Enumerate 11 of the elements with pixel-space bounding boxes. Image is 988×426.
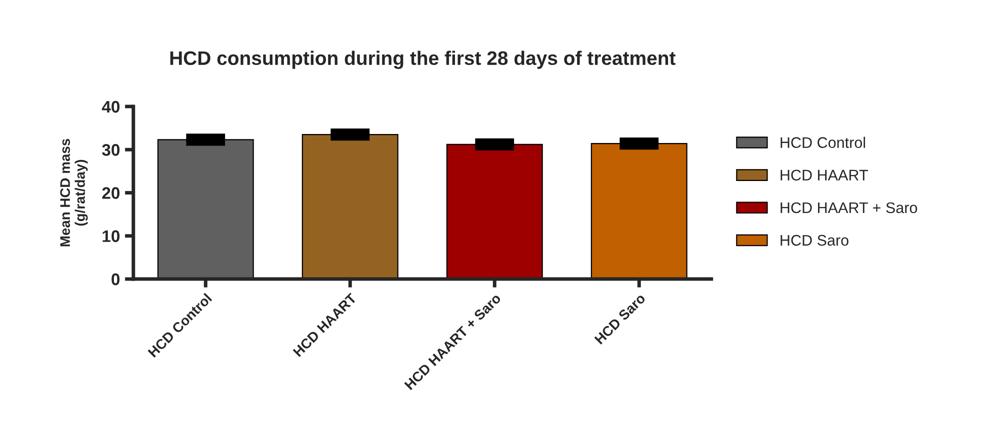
legend-label: HCD HAART + Saro (780, 202, 918, 214)
y-tick-label: 30 (102, 144, 120, 156)
y-tick-label: 40 (102, 100, 120, 113)
chart-title: HCD consumption during the first 28 days of treatment (170, 50, 676, 69)
y-tick-label: 20 (102, 187, 120, 199)
legend-label: HCD Saro (780, 234, 848, 246)
y-tick-label: 0 (112, 273, 120, 286)
legend-label: HCD HAART (780, 170, 868, 181)
y-axis-title: Mean HCD mass (g/rat/day) (60, 138, 88, 246)
legend-label: HCD Control (780, 136, 866, 148)
y-tick-label: 10 (102, 230, 120, 242)
